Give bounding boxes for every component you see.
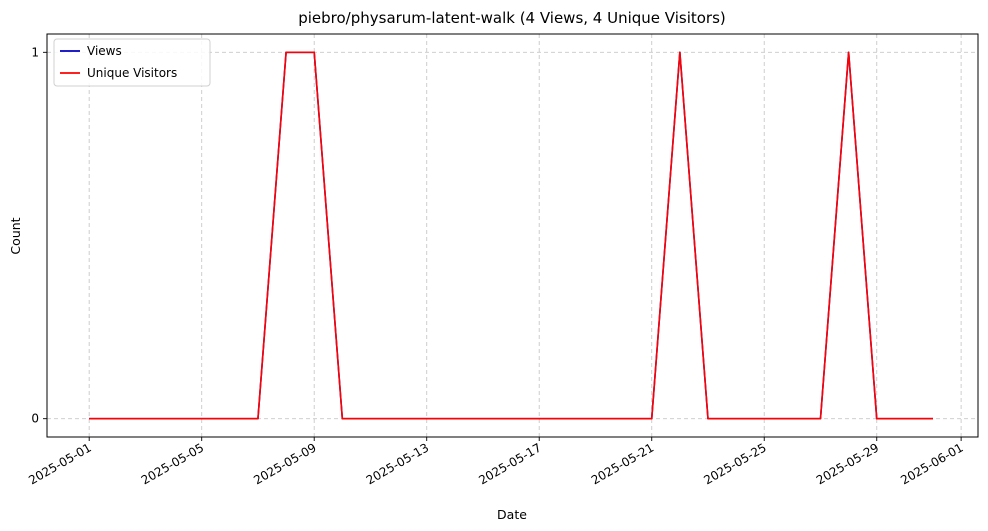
legend-label-views: Views xyxy=(87,44,122,58)
x-tick-label: 2025-05-21 xyxy=(589,440,656,487)
series-line-unique-visitors xyxy=(89,51,933,420)
legend-box xyxy=(53,38,211,87)
legend-label-unique-visitors: Unique Visitors xyxy=(87,66,177,80)
x-tick-label: 2025-05-17 xyxy=(476,440,543,487)
x-tick-label: 2025-05-01 xyxy=(26,440,93,487)
series-lines xyxy=(89,51,933,420)
y-tick-label: 1 xyxy=(31,45,39,59)
legend: Views Unique Visitors xyxy=(53,38,211,87)
chart-title: piebro/physarum-latent-walk (4 Views, 4 … xyxy=(298,9,726,27)
x-tick-label: 2025-05-05 xyxy=(139,440,206,487)
x-tick-label: 2025-06-01 xyxy=(898,440,965,487)
series-line-views xyxy=(89,51,933,420)
plot-frame xyxy=(46,33,979,438)
x-tick-label: 2025-05-25 xyxy=(701,440,768,487)
axis-ticks: 2025-05-01 2025-05-05 2025-05-09 2025-05-13… xyxy=(26,45,965,487)
x-axis-label: Date xyxy=(497,507,527,522)
x-tick-label: 2025-05-13 xyxy=(364,440,431,487)
grid xyxy=(47,34,978,437)
y-tick-label: 0 xyxy=(31,412,39,426)
x-tick-label: 2025-05-09 xyxy=(251,440,318,487)
y-axis-label: Count xyxy=(8,217,23,254)
x-tick-label: 2025-05-29 xyxy=(814,440,881,487)
